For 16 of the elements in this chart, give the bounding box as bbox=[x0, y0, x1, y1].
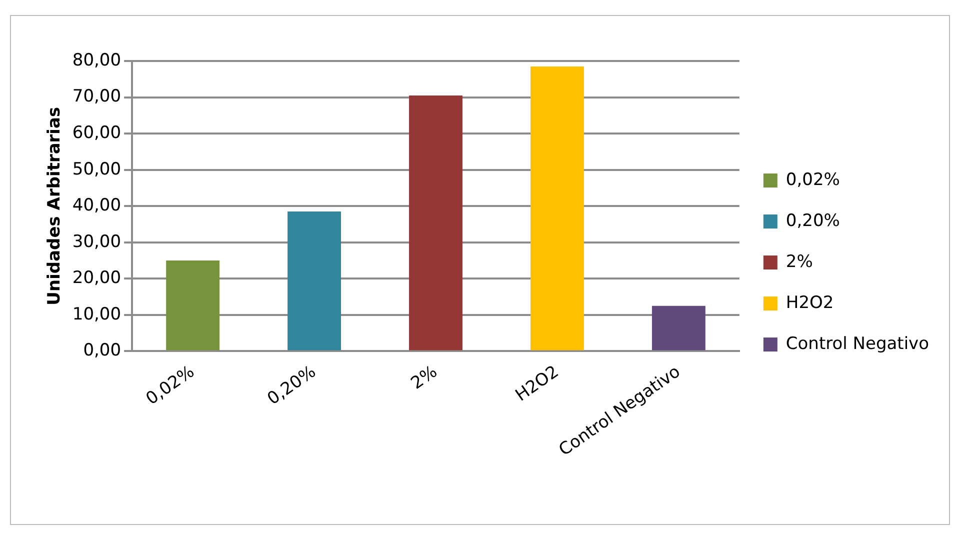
y-tick-label: 10,00 bbox=[72, 304, 122, 324]
y-tick-label: 60,00 bbox=[72, 122, 122, 143]
y-tick-label: 50,00 bbox=[72, 159, 122, 180]
y-axis-title: Unidades Arbitrarias bbox=[44, 106, 65, 306]
y-tick-label: 20,00 bbox=[72, 268, 122, 288]
y-tick-label: 30,00 bbox=[72, 232, 122, 252]
legend-label: 0,02% bbox=[786, 170, 840, 190]
y-tick-label: 0,00 bbox=[83, 340, 122, 361]
legend-label: H2O2 bbox=[786, 292, 834, 313]
legend-label: 2% bbox=[786, 252, 813, 272]
legend-label: Control Negativo bbox=[786, 334, 930, 354]
y-tick-label: 40,00 bbox=[72, 196, 122, 216]
y-tick-label: 70,00 bbox=[72, 86, 122, 107]
y-tick-label: 80,00 bbox=[72, 50, 122, 70]
legend-label: 0,20% bbox=[786, 210, 840, 231]
x-tick-label: 2% bbox=[408, 362, 442, 394]
